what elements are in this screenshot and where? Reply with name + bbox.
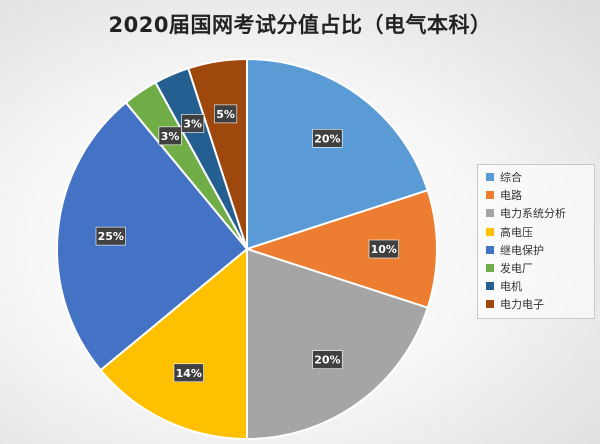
pie-slice-0	[246, 57, 429, 251]
data-label-text-6: 3%	[183, 117, 202, 130]
data-label-0: 20%	[312, 129, 343, 148]
legend-label: 电力电子	[500, 298, 544, 312]
legend-label: 继电保护	[500, 243, 544, 257]
pie-slice-1	[243, 189, 438, 309]
pie-labels: 20% 10% 20% 14% 25% 3%3% 5%	[95, 104, 399, 383]
chart-title: 2020届国网考试分值占比（电气本科）	[108, 13, 492, 37]
data-label-6: 3%	[181, 114, 205, 133]
legend-swatch	[486, 209, 494, 218]
pie-slice-2	[246, 247, 429, 441]
legend-item: 高电压	[486, 223, 594, 241]
legend-item: 电路	[486, 186, 594, 204]
data-label-1: 10%	[368, 239, 399, 259]
legend-label: 电力系统分析	[500, 207, 566, 221]
data-label-2: 20%	[312, 350, 343, 369]
data-label-text-4: 25%	[98, 230, 124, 243]
legend-swatch	[486, 245, 494, 254]
legend-label: 综合	[500, 171, 522, 185]
legend: 综合电路电力系统分析 高电压继电保护发电厂电机电力电子	[477, 164, 595, 319]
data-label-5: 3%	[158, 126, 182, 146]
legend-item: 继电保护	[486, 241, 594, 259]
data-label-text-3: 14%	[176, 367, 202, 380]
legend-item: 综合	[486, 168, 594, 186]
legend-item: 发电厂	[486, 259, 594, 277]
legend-label: 发电厂	[500, 262, 533, 276]
legend-item: 电力电子	[486, 295, 594, 313]
data-label-text-5: 3%	[161, 130, 180, 143]
legend-swatch	[486, 264, 494, 273]
data-label-text-7: 5%	[216, 108, 235, 121]
legend-swatch	[486, 191, 494, 200]
pie-slice-4	[56, 101, 249, 372]
legend-label: 电路	[500, 189, 522, 203]
data-label-text-2: 20%	[314, 354, 340, 367]
pie-slices	[56, 57, 438, 441]
pie-slice-3	[99, 246, 248, 441]
data-label-4: 25%	[95, 226, 126, 246]
legend-item: 电力系统分析	[486, 204, 594, 222]
legend-label: 电机	[500, 280, 522, 294]
legend-item: 电机	[486, 277, 594, 295]
data-label-text-1: 10%	[371, 243, 397, 256]
data-label-3: 14%	[173, 363, 204, 383]
legend-swatch	[486, 300, 494, 309]
legend-swatch	[486, 282, 494, 291]
data-label-text-0: 20%	[314, 132, 340, 145]
legend-label: 高电压	[500, 225, 533, 239]
data-label-7: 5%	[214, 104, 238, 124]
legend-swatch	[486, 173, 494, 182]
legend-swatch	[486, 227, 494, 236]
